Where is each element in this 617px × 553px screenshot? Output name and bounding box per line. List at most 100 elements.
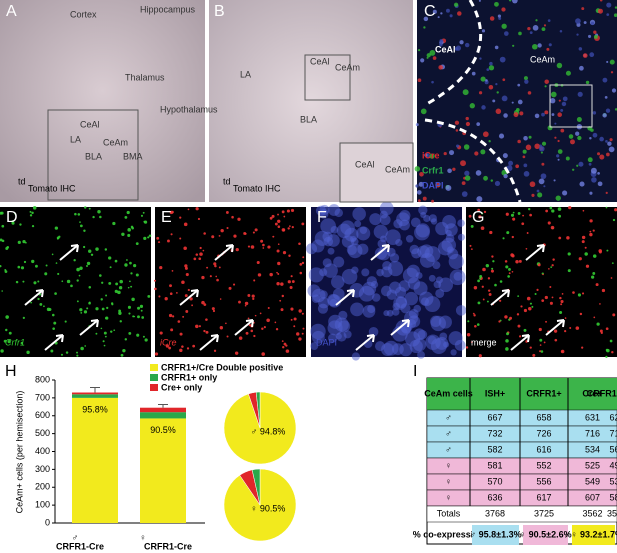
bar-segment	[72, 392, 118, 395]
label: CeAl	[355, 159, 375, 169]
signal	[114, 289, 118, 293]
signal	[213, 262, 217, 266]
signal	[144, 338, 148, 342]
signal	[50, 349, 54, 353]
signal	[104, 248, 108, 251]
cell: Totals	[437, 508, 461, 518]
signal	[53, 321, 57, 325]
signal	[244, 304, 247, 307]
signal	[481, 212, 484, 215]
cell	[422, 196, 427, 201]
cell	[419, 171, 424, 177]
signal	[169, 292, 173, 296]
inset-box	[47, 109, 139, 201]
signal	[31, 224, 35, 228]
signal	[1, 290, 3, 292]
inset-box	[339, 142, 414, 203]
signal	[402, 267, 419, 284]
cell	[414, 166, 421, 172]
micro-image	[0, 207, 151, 357]
signal	[539, 344, 542, 346]
cell	[550, 91, 557, 98]
cell	[431, 199, 435, 203]
signal	[479, 277, 482, 280]
signal	[581, 346, 584, 349]
footer-cell: ♂♀ 93.2±1.7%	[564, 529, 617, 539]
signal	[14, 212, 17, 215]
cell	[502, 78, 506, 82]
cell: 556	[536, 476, 551, 486]
signal	[371, 293, 381, 302]
cell	[437, 16, 440, 19]
cell	[525, 144, 532, 151]
signal	[189, 297, 193, 301]
cell	[562, 190, 568, 196]
signal	[505, 212, 509, 216]
signal	[85, 264, 88, 267]
cell	[498, 133, 505, 139]
signal	[169, 210, 174, 215]
signal	[578, 257, 582, 261]
cell	[439, 39, 444, 43]
signal	[338, 320, 351, 333]
signal	[473, 286, 478, 290]
signal	[455, 305, 467, 316]
cell: ♀	[445, 492, 452, 502]
signal	[541, 299, 545, 303]
signal	[20, 341, 24, 345]
signal	[428, 274, 436, 282]
cell: 3725	[534, 508, 554, 518]
cell	[581, 7, 585, 11]
signal	[124, 215, 128, 219]
label: Crfr1	[422, 165, 444, 175]
signal	[569, 327, 572, 329]
signal	[512, 217, 516, 221]
cell	[556, 62, 563, 69]
signal	[186, 347, 190, 350]
signal	[551, 209, 555, 213]
cell	[417, 49, 421, 52]
legend-label: Cre+ only	[161, 382, 202, 392]
signal	[361, 268, 370, 277]
panel-letter: H	[5, 363, 17, 380]
signal	[498, 320, 501, 323]
signal	[254, 228, 258, 232]
signal	[280, 308, 284, 312]
signal	[516, 313, 520, 316]
cell: 3562	[582, 508, 602, 518]
cell	[577, 91, 583, 97]
signal	[164, 297, 168, 301]
signal	[386, 309, 394, 317]
cell	[446, 8, 450, 13]
signal	[338, 310, 348, 320]
cell	[512, 44, 515, 47]
signal	[195, 253, 199, 256]
signal	[310, 342, 319, 350]
cell	[508, 0, 512, 2]
cell: 525	[585, 460, 600, 470]
signal	[589, 232, 593, 237]
cell	[523, 136, 528, 141]
label: CeAl	[310, 56, 330, 66]
cell	[490, 179, 494, 182]
cell	[541, 112, 545, 117]
signal	[502, 237, 505, 240]
panel-letter: I	[413, 363, 417, 380]
cell	[488, 140, 491, 143]
signal	[143, 220, 148, 224]
cell: 732	[487, 428, 502, 438]
signal	[185, 272, 189, 277]
column-header: CRFR1+/ Cre+	[587, 388, 617, 398]
signal	[467, 320, 470, 323]
signal	[184, 294, 188, 298]
signal	[311, 239, 325, 253]
signal	[505, 265, 509, 269]
signal	[226, 226, 229, 230]
cell	[494, 1, 499, 7]
signal	[551, 264, 554, 267]
legend-swatch	[150, 384, 158, 391]
signal	[548, 268, 550, 270]
signal	[357, 243, 369, 255]
cell	[541, 27, 546, 32]
